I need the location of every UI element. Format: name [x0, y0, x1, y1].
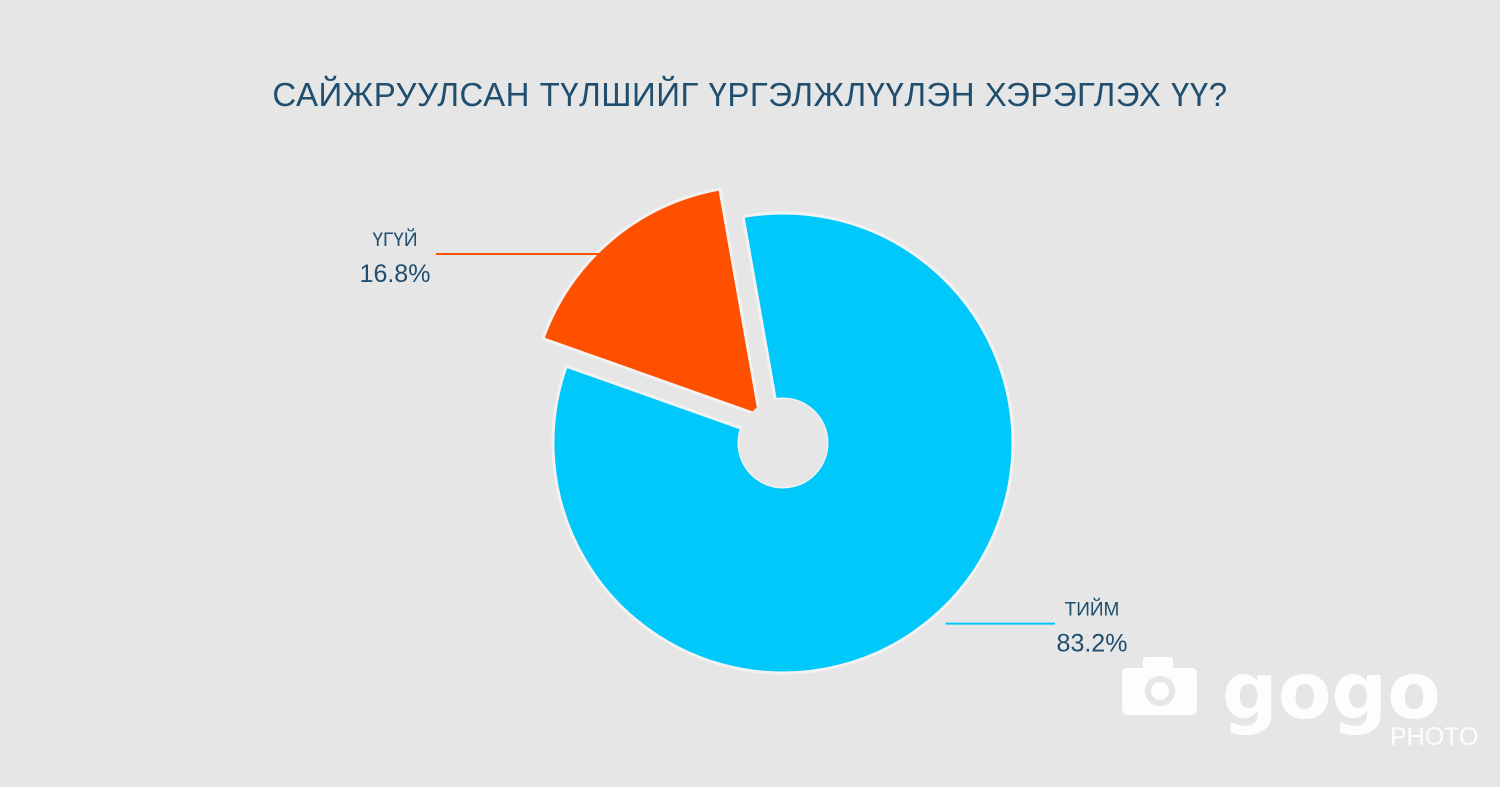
slice-label-үгүй: ҮГҮЙ [372, 229, 417, 251]
leader-lines [436, 252, 1055, 625]
slices-layer [541, 187, 1015, 675]
slice-labels: ТИЙМ 83.2% ҮГҮЙ 16.8% [360, 229, 1128, 658]
chart-title: САЙЖРУУЛСАН ТҮЛШИЙГ ҮРГЭЛЖЛҮҮЛЭН ХЭРЭГЛЭ… [272, 76, 1228, 113]
watermark-brand: gogo [1222, 647, 1441, 737]
slice-үгүй [541, 187, 762, 418]
slice-value-үгүй: 16.8% [360, 260, 431, 288]
donut-hole [739, 399, 827, 487]
watermark-sub: PHOTO [1390, 723, 1478, 751]
slice-value-тийм: 83.2% [1057, 630, 1128, 658]
camera-icon [1122, 657, 1197, 715]
slice-label-тийм: ТИЙМ [1065, 599, 1120, 621]
watermark: gogo PHOTO [1122, 647, 1478, 751]
